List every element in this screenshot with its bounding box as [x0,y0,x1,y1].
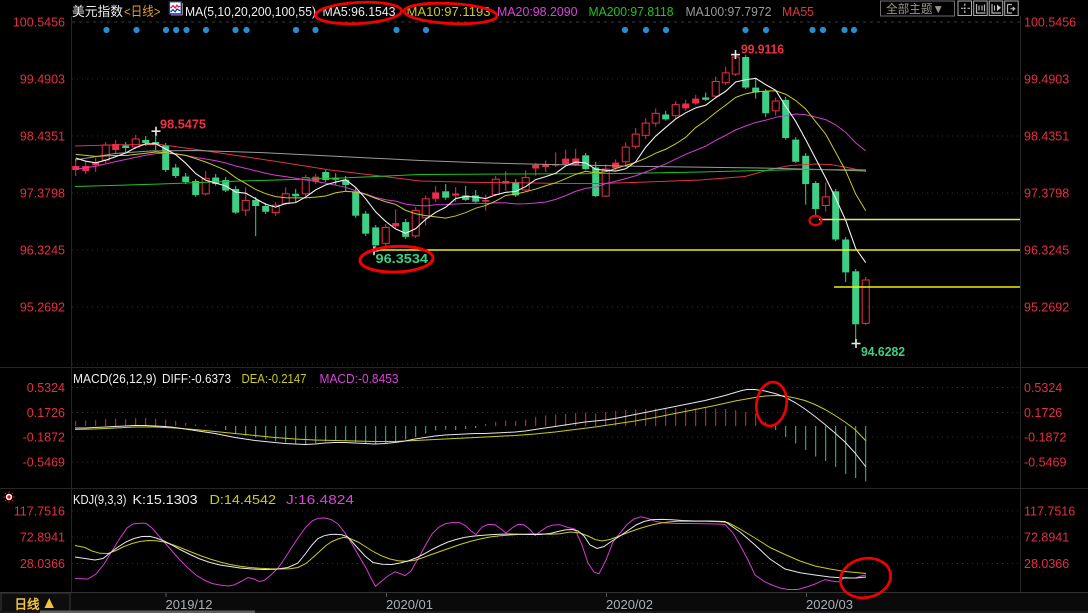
svg-text:MA55: MA55 [782,4,814,19]
svg-text:99.4903: 99.4903 [20,73,65,87]
svg-text:-0.1872: -0.1872 [23,431,65,445]
svg-text:98.4351: 98.4351 [1024,130,1069,144]
svg-text:2020/01: 2020/01 [386,597,433,612]
svg-text:95.2692: 95.2692 [20,301,65,315]
svg-text:28.0366: 28.0366 [1024,557,1069,571]
svg-text:97.3798: 97.3798 [20,187,65,201]
svg-text:K:15.1303: K:15.1303 [133,492,198,507]
svg-text:0.1726: 0.1726 [1024,406,1062,420]
svg-text:28.0366: 28.0366 [20,557,65,571]
svg-text:KDJ(9,3,3): KDJ(9,3,3) [73,492,127,507]
svg-text:-0.5469: -0.5469 [23,456,65,470]
svg-text:95.2692: 95.2692 [1024,301,1069,315]
svg-text:MA100:97.7972: MA100:97.7972 [686,4,772,19]
svg-text:2019/12: 2019/12 [166,597,213,612]
svg-text:2020/03: 2020/03 [806,597,853,612]
svg-text:0.1726: 0.1726 [27,406,65,420]
svg-text:全部主题▼: 全部主题▼ [886,1,944,16]
svg-text:72.8941: 72.8941 [20,531,65,545]
svg-text:MA(5,10,20,200,100,55): MA(5,10,20,200,100,55) [185,4,316,19]
svg-text:DIFF:-0.6373: DIFF:-0.6373 [162,371,231,386]
svg-text:0.5324: 0.5324 [1024,381,1062,395]
svg-text:-0.5469: -0.5469 [1024,456,1066,470]
svg-text:日线: 日线 [15,597,40,612]
svg-text:96.3245: 96.3245 [20,244,65,258]
svg-text:美元指数: 美元指数 [72,4,123,19]
svg-text:MA10:97.1193: MA10:97.1193 [407,4,491,19]
svg-text:98.5475: 98.5475 [160,118,206,132]
svg-text:99.9116: 99.9116 [741,43,784,57]
svg-text:97.3798: 97.3798 [1024,187,1069,201]
svg-text:94.6282: 94.6282 [861,345,905,359]
svg-text:99.4903: 99.4903 [1024,73,1069,87]
svg-text:2020/02: 2020/02 [606,597,653,612]
svg-text:-0.1872: -0.1872 [1024,431,1066,445]
svg-text:MA20:98.2090: MA20:98.2090 [497,4,578,19]
svg-text:MACD:-0.8453: MACD:-0.8453 [320,371,399,386]
svg-text:96.3534: 96.3534 [376,252,429,266]
svg-text:MA5:96.1543: MA5:96.1543 [323,4,396,19]
svg-text:98.4351: 98.4351 [20,130,65,144]
svg-text:0.5324: 0.5324 [27,381,65,395]
svg-text:117.7516: 117.7516 [1024,505,1075,519]
svg-text:72.8941: 72.8941 [1024,531,1069,545]
svg-text:MA200:97.8118: MA200:97.8118 [589,4,674,19]
svg-text:100.5456: 100.5456 [13,16,65,30]
svg-text:MACD(26,12,9): MACD(26,12,9) [73,371,157,386]
svg-text:DEA:-0.2147: DEA:-0.2147 [242,371,307,386]
svg-text:100.5456: 100.5456 [1024,16,1076,30]
svg-text:117.7516: 117.7516 [14,505,65,519]
svg-text:96.3245: 96.3245 [1024,244,1069,258]
svg-text:J:16.4824: J:16.4824 [286,492,354,507]
svg-text:<日线>: <日线> [124,4,161,19]
svg-text:D:14.4542: D:14.4542 [210,492,277,507]
